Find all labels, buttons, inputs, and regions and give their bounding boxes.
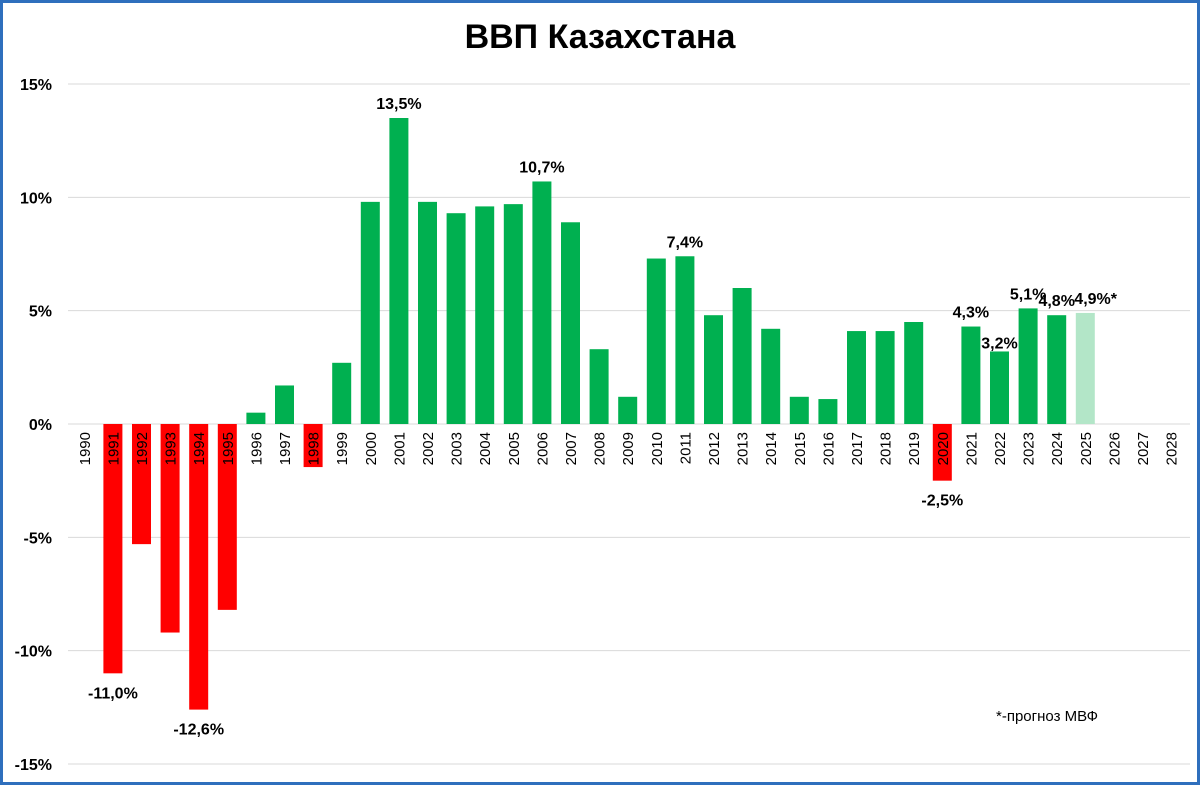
x-tick-label: 2025 <box>1078 432 1095 465</box>
x-tick-label: 1996 <box>248 432 265 465</box>
x-tick-label: 2026 <box>1106 432 1123 465</box>
data-label-2023: 5,1% <box>1010 286 1046 303</box>
data-label-2024: 4,8% <box>1038 293 1074 310</box>
x-tick-label: 1993 <box>163 432 180 465</box>
bar-1992 <box>132 424 151 545</box>
data-label-2006: 10,7% <box>519 159 564 176</box>
y-tick-label: 15% <box>20 77 52 94</box>
x-tick-label: 2014 <box>763 432 780 465</box>
x-tick-label: 2023 <box>1021 432 1038 465</box>
y-tick-label: 10% <box>20 190 52 207</box>
x-tick-label: 2013 <box>735 432 752 465</box>
y-tick-label: 0% <box>29 417 52 434</box>
x-tick-label: 1992 <box>134 432 151 465</box>
x-tick-label: 1995 <box>220 432 237 465</box>
bar-2018 <box>875 331 895 424</box>
chart-title: ВВП Казахстана <box>464 18 736 56</box>
bar-2023 <box>1018 308 1038 424</box>
x-tick-label: 2008 <box>592 432 609 465</box>
bar-2015 <box>789 396 809 424</box>
x-tick-label: 2017 <box>849 432 866 465</box>
x-tick-label: 2000 <box>363 432 380 465</box>
data-label-1991: -11,0% <box>88 685 138 702</box>
x-tick-label: 2021 <box>963 432 980 465</box>
bar-2001 <box>389 118 409 424</box>
bar-2017 <box>847 331 866 424</box>
bar-2025 <box>1075 312 1095 424</box>
x-tick-label: 2027 <box>1135 432 1152 465</box>
x-tick-label: 2002 <box>420 432 437 465</box>
y-tick-label: 5% <box>29 304 52 321</box>
y-tick-label: -5% <box>24 530 52 547</box>
bar-1998 <box>303 424 323 468</box>
bar-2000 <box>360 201 380 424</box>
bar-2012 <box>704 315 723 424</box>
x-tick-label: 2009 <box>620 432 637 465</box>
x-tick-label: 2018 <box>878 432 895 465</box>
x-tick-label: 2005 <box>506 432 523 465</box>
data-label-2011: 7,4% <box>667 234 703 251</box>
x-tick-label: 2010 <box>649 432 666 465</box>
bar-1999 <box>332 362 352 424</box>
data-label-2022: 3,2% <box>981 335 1017 352</box>
x-tick-label: 1991 <box>105 432 122 465</box>
bar-2002 <box>418 201 437 424</box>
bar-1993 <box>160 424 180 633</box>
bar-2024 <box>1047 315 1067 424</box>
x-tick-label: 1999 <box>334 432 351 465</box>
x-tick-label: 2020 <box>935 432 952 465</box>
x-tick-label: 2028 <box>1164 432 1181 465</box>
bar-2011 <box>675 256 695 424</box>
x-tick-label: 1994 <box>191 432 208 465</box>
x-tick-label: 2011 <box>677 432 694 464</box>
bar-2021 <box>961 326 981 424</box>
data-label-2020: -2,5% <box>921 493 963 510</box>
data-label-2025: 4,9%* <box>1074 291 1117 308</box>
x-tick-label: 2015 <box>792 432 809 465</box>
forecast-note: *-прогноз МВФ <box>996 708 1099 725</box>
bar-2006 <box>532 181 552 424</box>
x-tick-label: 2007 <box>563 432 580 465</box>
x-tick-label: 2001 <box>391 432 408 465</box>
bar-2009 <box>618 396 638 424</box>
bar-1991 <box>103 424 123 674</box>
bar-2019 <box>904 322 924 424</box>
bar-2003 <box>446 213 466 424</box>
x-tick-label: 1997 <box>277 432 294 465</box>
x-tick-label: 2006 <box>534 432 551 465</box>
bar-1996 <box>246 412 266 424</box>
y-tick-label: -10% <box>15 644 52 661</box>
x-tick-label: 1998 <box>306 432 323 465</box>
bar-2014 <box>761 328 781 424</box>
bar-2010 <box>646 258 666 424</box>
bar-1994 <box>189 424 209 710</box>
data-label-2021: 4,3% <box>953 305 989 322</box>
x-tick-label: 2016 <box>820 432 837 465</box>
bar-2007 <box>561 222 580 424</box>
x-tick-label: 2024 <box>1049 432 1066 465</box>
bar-2013 <box>732 288 752 424</box>
data-label-2001: 13,5% <box>376 96 421 113</box>
bar-2020 <box>932 424 952 481</box>
x-tick-label: 2003 <box>449 432 466 465</box>
bar-1997 <box>275 385 294 424</box>
bar-1995 <box>217 424 237 610</box>
bar-2022 <box>990 351 1009 424</box>
bar-2005 <box>503 204 523 424</box>
x-tick-label: 1990 <box>77 432 94 465</box>
x-tick-label: 2019 <box>906 432 923 465</box>
bar-2016 <box>818 399 838 424</box>
bar-2004 <box>475 206 495 424</box>
x-tick-label: 2012 <box>706 432 723 465</box>
x-tick-label: 2022 <box>992 432 1009 465</box>
data-label-1994: -12,6% <box>173 722 224 739</box>
y-tick-label: -15% <box>15 757 52 774</box>
bar-2008 <box>589 349 609 424</box>
x-tick-label: 2004 <box>477 432 494 465</box>
